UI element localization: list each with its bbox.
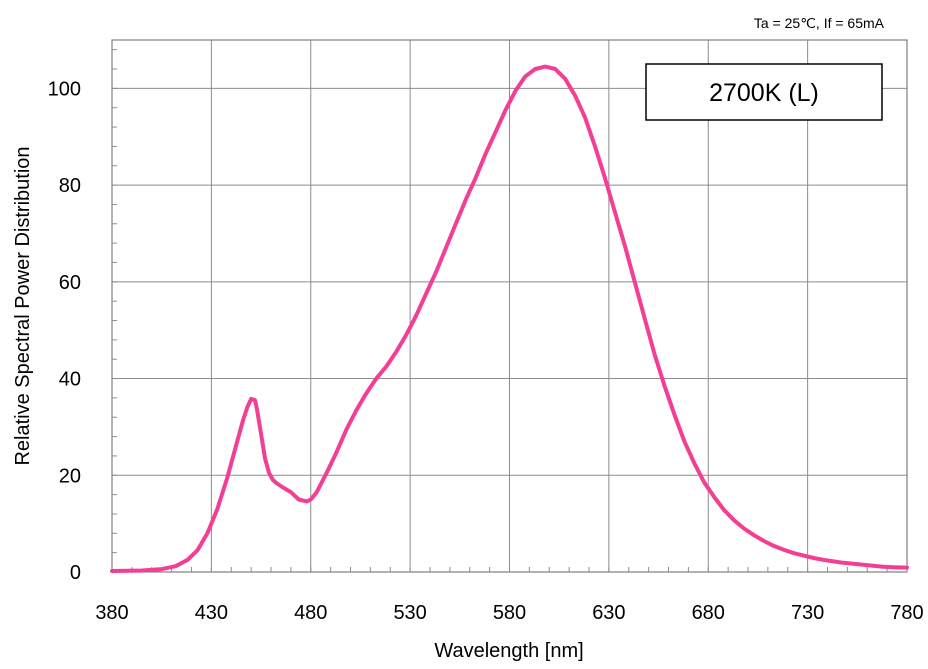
y-tick-label: 0: [70, 562, 81, 584]
x-tick-label: 430: [195, 602, 228, 624]
x-tick-label: 780: [890, 602, 923, 624]
grid: [111, 40, 908, 573]
x-tick-label: 380: [95, 602, 128, 624]
y-tick-label: 60: [59, 272, 81, 294]
spectrum-line: [110, 64, 909, 573]
y-tick-label: 80: [59, 175, 81, 197]
y-tick-label: 20: [59, 465, 81, 487]
x-tick-labels: 380 430 480 530 580 630 680 730 780: [95, 602, 923, 624]
legend-box: [645, 63, 883, 121]
x-axis-label: Wavelength [nm]: [434, 640, 583, 662]
y-tick-label: 100: [48, 78, 81, 100]
x-tick-label: 530: [393, 602, 426, 624]
x-tick-label: 480: [294, 602, 327, 624]
test-conditions: Ta = 25℃, If = 65mA: [754, 15, 885, 31]
x-tick-label: 680: [692, 602, 725, 624]
y-tick-label: 40: [59, 369, 81, 391]
chart-title: 2700K (L): [709, 79, 819, 107]
y-axis-label: Relative Spectral Power Distribution: [12, 146, 34, 465]
x-tick-label: 730: [791, 602, 824, 624]
x-tick-label: 630: [592, 602, 625, 624]
y-tick-labels: 0 20 40 60 80 100: [48, 78, 81, 584]
x-tick-label: 580: [493, 602, 526, 624]
